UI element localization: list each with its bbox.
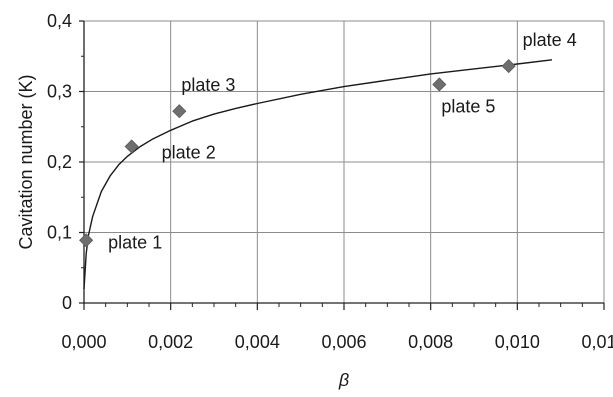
x-tick-label: 0,006 [321,332,366,352]
data-point-label: plate 1 [108,232,162,252]
y-tick-label: 0,2 [47,152,72,172]
y-axis-label: Cavitation number (K) [16,74,36,249]
data-points-layer: plate 1 plate 2 plate 3 plate 5 plate 4 [79,30,577,252]
data-point-label: plate 2 [162,142,216,162]
axes [79,20,605,310]
data-point-marker [501,59,516,74]
data-point-label: plate 5 [441,96,495,116]
x-axis-label: β [338,370,349,390]
data-point-marker [124,139,139,154]
x-tick-label: 0,010 [495,332,540,352]
x-tick-label: 0,004 [235,332,280,352]
x-tick-label: 0,002 [148,332,193,352]
data-point-label: plate 4 [523,30,577,50]
y-tick-label: 0,1 [47,223,72,243]
data-point-label: plate 3 [181,75,235,95]
fit-curve-layer [83,59,553,289]
grid [84,20,605,303]
x-tick-label: 0,008 [408,332,453,352]
x-tick-label: 0,000 [61,332,106,352]
fit-curve [83,59,553,289]
y-tick-label: 0 [62,293,72,313]
y-tick-label: 0,4 [47,11,72,31]
data-point-marker [432,77,447,92]
tick-labels-layer: 0,000 0,002 0,004 0,006 0,008 0,010 0,012 0 0,1 0… [47,11,613,352]
data-point-marker [79,233,94,248]
y-tick-label: 0,3 [47,82,72,102]
data-point-marker [172,104,187,119]
x-tick-label: 0,012 [581,332,613,352]
